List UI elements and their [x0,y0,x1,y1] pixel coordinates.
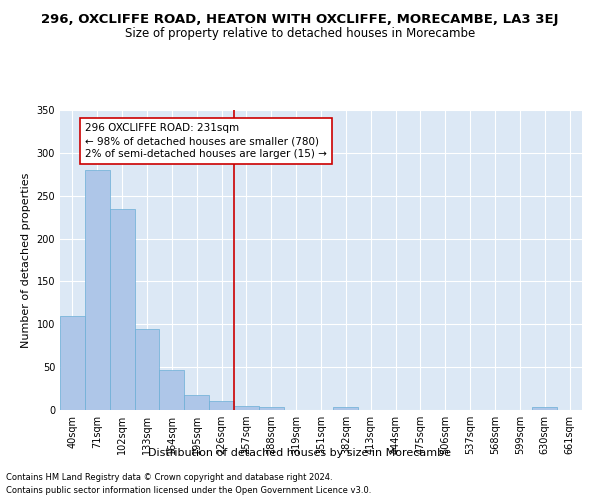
Bar [234,406,259,410]
Text: Contains public sector information licensed under the Open Government Licence v3: Contains public sector information licen… [6,486,371,495]
Bar [60,316,85,410]
Y-axis label: Number of detached properties: Number of detached properties [21,172,31,348]
Bar [532,408,557,410]
Text: Contains HM Land Registry data © Crown copyright and database right 2024.: Contains HM Land Registry data © Crown c… [6,472,332,482]
Bar [134,330,160,410]
Bar [110,208,134,410]
Text: Size of property relative to detached houses in Morecambe: Size of property relative to detached ho… [125,28,475,40]
Bar [259,406,284,410]
Bar [160,370,184,410]
Text: Distribution of detached houses by size in Morecambe: Distribution of detached houses by size … [149,448,452,458]
Text: 296, OXCLIFFE ROAD, HEATON WITH OXCLIFFE, MORECAMBE, LA3 3EJ: 296, OXCLIFFE ROAD, HEATON WITH OXCLIFFE… [41,12,559,26]
Bar [334,406,358,410]
Bar [184,394,209,410]
Bar [209,400,234,410]
Bar [85,170,110,410]
Text: 296 OXCLIFFE ROAD: 231sqm
← 98% of detached houses are smaller (780)
2% of semi-: 296 OXCLIFFE ROAD: 231sqm ← 98% of detac… [85,123,327,160]
